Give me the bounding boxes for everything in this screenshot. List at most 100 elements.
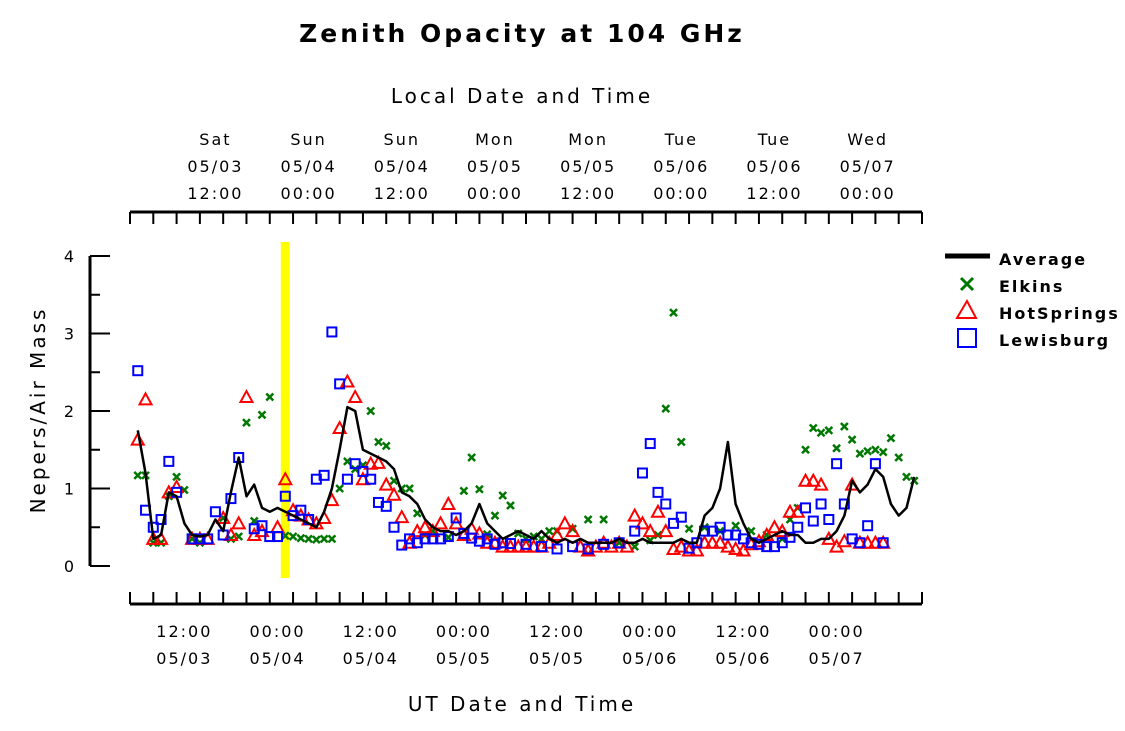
hotsprings-point bbox=[168, 478, 185, 493]
lewisburg-point bbox=[831, 458, 843, 470]
lewisburg-point bbox=[854, 537, 866, 549]
elkins-point bbox=[304, 534, 313, 544]
top-tick-date: 05/05 bbox=[560, 157, 616, 176]
lewisburg-point bbox=[536, 541, 548, 553]
highlight-marker-band bbox=[280, 242, 290, 578]
lewisburg-point bbox=[722, 529, 734, 541]
elkins-point bbox=[653, 530, 663, 540]
axes: 0 1 2 3 4 12:00 05/03 00:00 05/04 12:00 05/04 00:00… bbox=[64, 130, 923, 668]
top-tick-date: 05/05 bbox=[467, 157, 523, 176]
top-tick-date: 05/06 bbox=[653, 157, 709, 176]
elkins-point bbox=[816, 428, 826, 438]
top-tick-date: 05/04 bbox=[374, 157, 430, 176]
elkins-point bbox=[475, 484, 484, 494]
hotsprings-point bbox=[634, 515, 651, 530]
elkins-point bbox=[327, 534, 337, 544]
elkins-point bbox=[242, 418, 251, 428]
hotsprings-point bbox=[650, 503, 666, 518]
hotsprings-point bbox=[347, 388, 363, 404]
lewisburg-point bbox=[326, 326, 338, 338]
y-tick-label: 0 bbox=[64, 557, 76, 576]
hotsprings-point bbox=[130, 431, 146, 446]
bottom-tick-time: 12:00 bbox=[156, 622, 212, 641]
elkins-point bbox=[583, 515, 593, 524]
bottom-tick-time: 12:00 bbox=[529, 622, 585, 641]
hotsprings-point bbox=[642, 523, 658, 538]
lewisburg-point bbox=[341, 473, 353, 485]
lewisburg-point bbox=[473, 535, 485, 547]
lewisburg-point bbox=[551, 543, 563, 555]
top-tick-time: 12:00 bbox=[374, 184, 430, 203]
top-tick-time: 12:00 bbox=[746, 184, 802, 203]
lewisburg-point bbox=[668, 517, 680, 529]
lewisburg-point bbox=[629, 525, 641, 537]
lewisburg-point bbox=[396, 539, 408, 551]
elkins-point bbox=[296, 533, 306, 543]
bottom-tick-date: 05/04 bbox=[343, 649, 399, 668]
elkins-point bbox=[847, 435, 857, 445]
lewisburg-point bbox=[419, 533, 431, 545]
lewisburg-point bbox=[435, 533, 447, 545]
elkins-point bbox=[467, 453, 477, 462]
hotsprings-point bbox=[782, 503, 798, 518]
top-tick-date: 05/07 bbox=[840, 157, 896, 176]
top-tick-day: Mon bbox=[568, 130, 608, 149]
lewisburg-point bbox=[388, 521, 400, 533]
top-tick-day: Tue bbox=[757, 130, 791, 149]
chart-title: Zenith Opacity at 104 GHz bbox=[299, 19, 745, 48]
elkins-point bbox=[172, 472, 181, 482]
elkins-point bbox=[599, 515, 609, 524]
bottom-tick-time: 00:00 bbox=[809, 622, 865, 641]
hotsprings-point bbox=[363, 455, 379, 470]
lewisburg-point bbox=[155, 514, 167, 525]
lewisburg-point bbox=[714, 521, 726, 533]
hotsprings-point bbox=[378, 476, 394, 491]
hotsprings-point bbox=[766, 519, 783, 534]
top-tick-day: Sat bbox=[199, 130, 231, 149]
elkins-point bbox=[855, 449, 865, 459]
lewisburg-point bbox=[256, 520, 268, 532]
elkins-point bbox=[366, 406, 376, 416]
elkins-point bbox=[676, 437, 686, 447]
top-tick-day: Sun bbox=[290, 130, 326, 149]
data-marks bbox=[130, 308, 919, 557]
legend-elkins-swatch bbox=[959, 276, 975, 292]
lewisburg-point bbox=[466, 532, 478, 544]
elkins-point bbox=[886, 433, 896, 443]
legend-hotsprings-swatch bbox=[955, 298, 978, 319]
elkins-point bbox=[544, 526, 554, 536]
hotsprings-point bbox=[394, 509, 410, 524]
elkins-point bbox=[863, 446, 873, 456]
hotsprings-point bbox=[231, 515, 247, 530]
top-tick-time: 00:00 bbox=[467, 184, 523, 203]
lewisburg-point bbox=[869, 458, 881, 470]
hotsprings-point bbox=[432, 515, 449, 530]
top-tick-time: 00:00 bbox=[281, 184, 337, 203]
lewisburg-point bbox=[792, 521, 804, 533]
elkins-point bbox=[374, 437, 383, 447]
elkins-point bbox=[731, 521, 741, 531]
lewisburg-point bbox=[295, 504, 307, 516]
legend-hotsprings-label: HotSprings bbox=[999, 304, 1120, 323]
bottom-tick-time: 12:00 bbox=[343, 622, 399, 641]
bottom-tick-time: 12:00 bbox=[715, 622, 771, 641]
hotsprings-point bbox=[137, 391, 154, 406]
bottom-tick-date: 05/03 bbox=[156, 649, 212, 668]
elkins-point bbox=[381, 441, 391, 451]
top-tick-date: 05/06 bbox=[746, 157, 802, 176]
lewisburg-point bbox=[823, 514, 835, 525]
elkins-point bbox=[902, 472, 911, 482]
hotsprings-point bbox=[557, 515, 573, 530]
legend: Average Elkins HotSprings Lewisburg bbox=[945, 250, 1120, 350]
hotsprings-point bbox=[712, 534, 728, 549]
lewisburg-point bbox=[761, 541, 773, 553]
elkins-point bbox=[894, 453, 904, 462]
top-tick-day: Mon bbox=[475, 130, 515, 149]
top-tick-date: 05/03 bbox=[187, 157, 243, 176]
hotsprings-point bbox=[417, 519, 433, 534]
bottom-tick-date: 05/05 bbox=[436, 649, 492, 668]
hotsprings-point bbox=[774, 523, 790, 538]
lewisburg-point bbox=[800, 502, 812, 514]
elkins-point bbox=[832, 443, 841, 453]
